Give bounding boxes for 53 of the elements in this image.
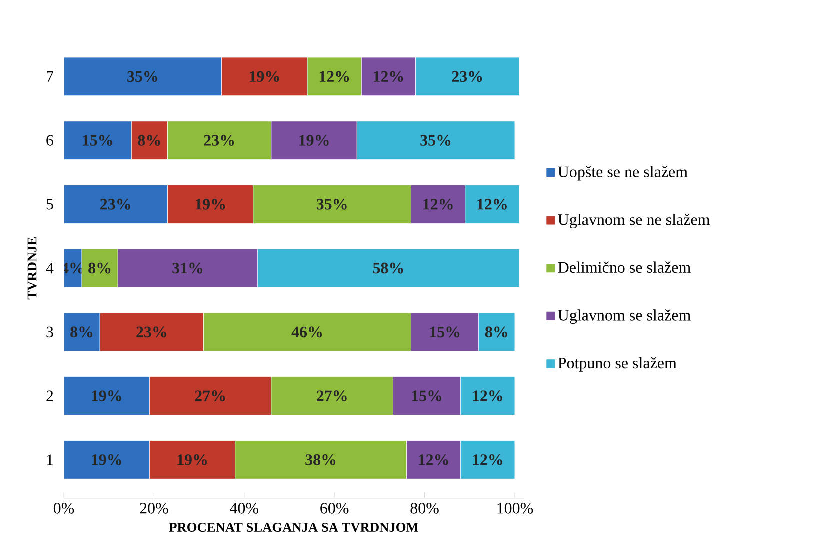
y-tick-label: 1 — [47, 454, 54, 466]
data-label: 27% — [195, 390, 226, 402]
data-label: 12% — [473, 390, 502, 402]
data-label: 12% — [419, 454, 448, 466]
x-tick-label: 80% — [410, 503, 439, 514]
data-label: 8% — [88, 262, 111, 274]
data-label: 8% — [70, 326, 93, 338]
data-label: 8% — [138, 135, 160, 146]
x-axis-title: PROCENAT SLAGANJA SA TVRDNJOM — [169, 523, 418, 532]
data-label: 8% — [485, 326, 508, 338]
data-label: 15% — [83, 135, 112, 146]
legend-label: Uopšte se ne slažem — [558, 166, 688, 181]
data-label: 12% — [473, 454, 502, 466]
data-label: 15% — [412, 390, 442, 402]
data-label: 19% — [92, 454, 122, 466]
legend-label: Delimično se slažem — [558, 262, 691, 274]
data-label: 31% — [172, 262, 203, 274]
y-tick-label: 6 — [46, 135, 54, 146]
data-label: 23% — [204, 135, 234, 146]
data-label: 23% — [136, 326, 166, 338]
data-label: 12% — [374, 71, 404, 82]
data-label: 35% — [420, 135, 451, 146]
legend-label: Uglavnom se slažem — [558, 310, 691, 324]
legend-label: Potpuno se slažem — [558, 357, 677, 372]
x-tick-label: 100% — [498, 503, 534, 514]
data-label: 12% — [424, 199, 453, 210]
y-tick-label: 4 — [46, 263, 54, 274]
data-label: 35% — [128, 71, 158, 82]
data-label: 27% — [317, 390, 347, 402]
data-label: 23% — [452, 71, 482, 82]
y-tick-label: 3 — [46, 326, 54, 338]
data-label: 23% — [100, 199, 130, 210]
data-label: 38% — [306, 454, 336, 466]
y-tick-label: 5 — [46, 199, 54, 210]
data-label: 12% — [478, 199, 507, 210]
legend-label: Uglavnom se ne slažem — [558, 214, 710, 229]
data-label: 58% — [373, 262, 404, 274]
y-tick-label: 2 — [46, 390, 54, 402]
data-label: 35% — [316, 199, 347, 210]
x-tick-label: 40% — [230, 503, 259, 514]
x-tick-label: 20% — [140, 503, 168, 514]
data-label: 19% — [92, 390, 122, 402]
x-tick-label: 0% — [54, 503, 74, 514]
data-label: 12% — [320, 71, 350, 82]
data-label: 46% — [292, 326, 322, 338]
data-label: 15% — [430, 326, 460, 338]
data-label: 19% — [250, 71, 280, 82]
x-tick-label: 60% — [320, 503, 349, 514]
data-label: 19% — [300, 135, 329, 146]
data-label: 19% — [196, 199, 226, 210]
y-axis-title: TVRDNJE — [28, 238, 37, 300]
data-label: 19% — [178, 454, 208, 466]
y-tick-label: 7 — [47, 71, 54, 82]
